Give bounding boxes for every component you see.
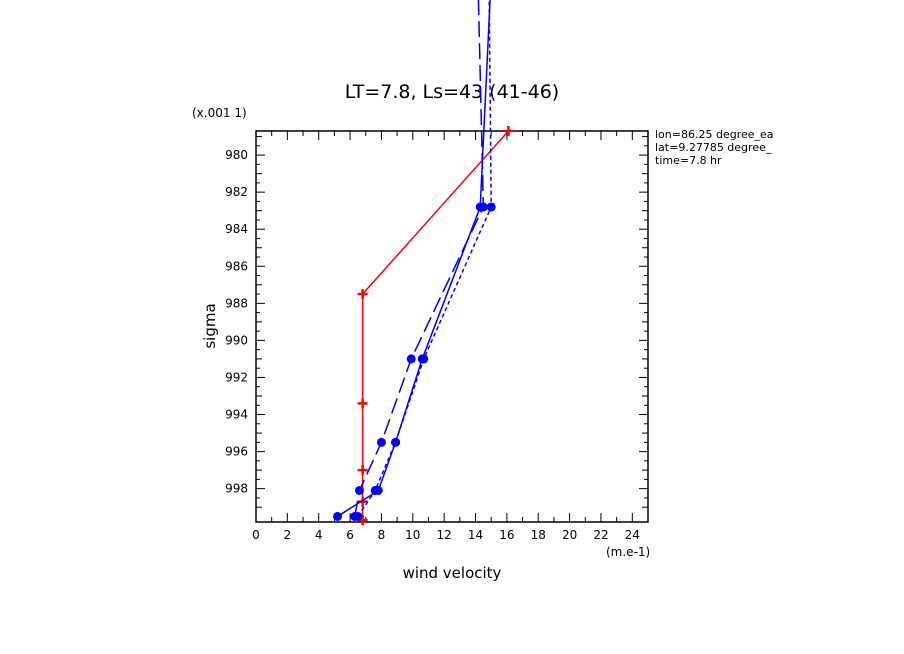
series-line-1 [337, 0, 491, 518]
series-marker [357, 496, 368, 507]
x-tick-label: 4 [315, 528, 323, 542]
x-tick-label: 0 [252, 528, 260, 542]
y-tick-label: 988 [225, 296, 248, 310]
y-tick-label: 984 [225, 222, 248, 236]
y-tick-label: 986 [225, 259, 248, 273]
x-tick-label: 14 [468, 528, 483, 542]
y-axis-ticks: 980 982 984 986 988 990 992 994 996 998 [225, 136, 648, 508]
x-tick-label: 24 [625, 528, 640, 542]
x-tick-label: 16 [499, 528, 514, 542]
series-line-2 [354, 0, 485, 517]
y-tick-label: 994 [225, 408, 248, 422]
x-tick-label: 8 [378, 528, 386, 542]
y-tick-label: 998 [225, 482, 248, 496]
x-tick-label: 20 [562, 528, 577, 542]
y-tick-label: 992 [225, 370, 248, 384]
y-tick-label: 990 [225, 333, 248, 347]
plot-frame [255, 130, 649, 523]
chart-title: LT=7.8, Ls=43 (41-46) [345, 81, 559, 103]
series-marker [486, 202, 496, 212]
series-line-3 [357, 0, 492, 517]
x-tick-label: 10 [405, 528, 420, 542]
x-tick-label: 2 [284, 528, 292, 542]
series-marker [419, 354, 429, 364]
x-axis-label: wind velocity [403, 564, 502, 582]
series-marker [357, 398, 368, 409]
y-tick-label: 980 [225, 148, 248, 162]
series-marker [354, 485, 364, 495]
info-block: lon=86.25 degree_ea lat=9.27785 degree_ … [655, 128, 774, 167]
info-line-time: time=7.8 hr [655, 154, 722, 167]
series-layer [333, 0, 514, 526]
series-marker [333, 511, 343, 521]
info-line-lon: lon=86.25 degree_ea [655, 128, 774, 141]
y-unit-label: (x.001 1) [192, 106, 247, 120]
x-tick-label: 18 [531, 528, 546, 542]
series-marker [370, 485, 380, 495]
series-marker [376, 437, 386, 447]
x-tick-label: 6 [346, 528, 354, 542]
x-tick-label: 22 [593, 528, 608, 542]
series-marker [353, 511, 363, 521]
series-marker [503, 126, 514, 136]
info-line-lat: lat=9.27785 degree_ [655, 141, 772, 154]
series-marker [357, 289, 368, 300]
y-tick-label: 996 [225, 445, 248, 459]
series-marker [357, 465, 368, 476]
x-unit-label: (m.e-1) [606, 545, 650, 559]
y-tick-label: 982 [225, 185, 248, 199]
x-axis-ticks: 0 2 4 6 8 10 12 14 16 18 20 22 24 [252, 131, 649, 542]
series-marker [391, 437, 401, 447]
series-marker [406, 354, 416, 364]
y-axis-label: sigma [201, 303, 219, 348]
x-tick-label: 12 [437, 528, 452, 542]
series-marker [478, 202, 488, 212]
